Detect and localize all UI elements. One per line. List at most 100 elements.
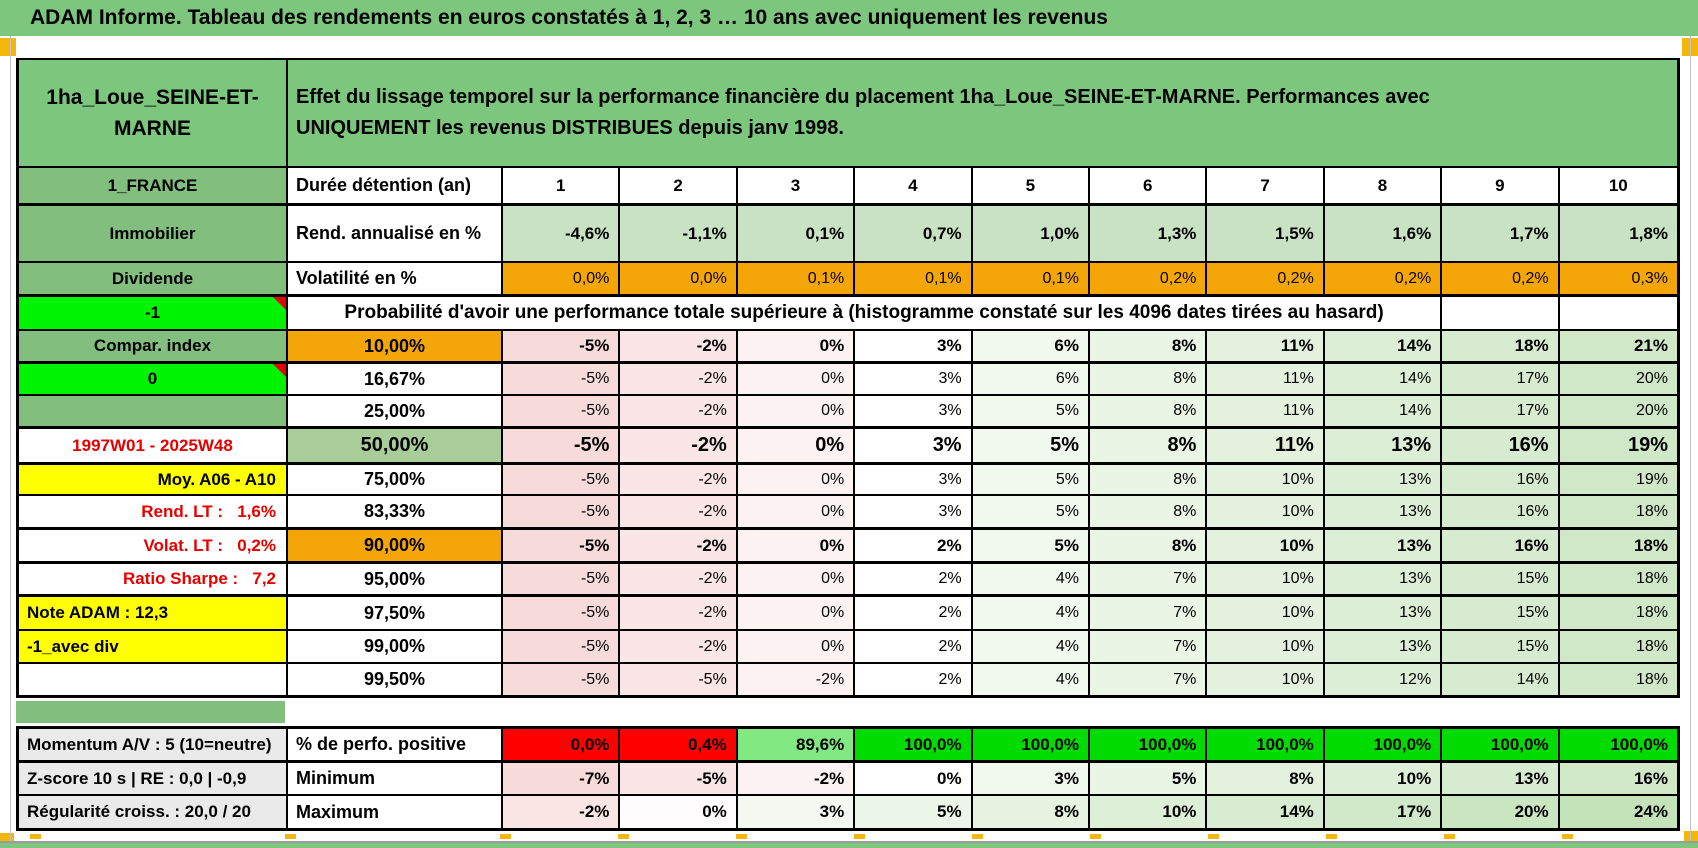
probability-banner[interactable]: Probabilité d'avoir une performance tota… [288,297,1443,329]
value-cell[interactable]: 8% [1090,530,1208,561]
value-cell[interactable]: 0% [737,496,856,527]
value-cell[interactable]: 16% [1559,763,1677,794]
value-cell[interactable]: 10% [1207,597,1325,629]
value-cell[interactable]: -2% [620,429,738,462]
value-cell[interactable]: 4% [972,664,1090,695]
row-header-cell[interactable]: Momentum A/V : 5 (10=neutre) [19,729,288,760]
value-cell[interactable]: 4% [972,631,1090,662]
value-cell[interactable]: -7% [503,763,621,794]
value-cell[interactable]: 9 [1442,168,1560,203]
value-cell[interactable]: 8% [1090,364,1208,394]
value-cell[interactable]: -5% [503,530,621,561]
value-cell[interactable]: 15% [1442,631,1560,662]
value-cell[interactable]: 18% [1559,664,1677,695]
value-cell[interactable]: 21% [1559,331,1677,361]
value-cell[interactable]: 0,2% [1207,263,1325,294]
value-cell[interactable]: 0,1% [737,263,856,294]
value-cell[interactable]: -5% [503,429,621,462]
value-cell[interactable]: 15% [1442,597,1560,629]
value-cell[interactable]: 8% [1207,763,1325,794]
value-cell[interactable]: 14% [1324,331,1443,361]
row-subheader-cell[interactable]: 83,33% [288,496,503,527]
value-cell[interactable]: 17% [1442,396,1560,426]
value-cell[interactable]: 14% [1207,796,1325,828]
value-cell[interactable]: 11% [1207,331,1325,361]
row-header-cell[interactable]: Z-score 10 s | RE : 0,0 | -0,9 [19,763,288,794]
value-cell[interactable]: 10% [1207,564,1325,594]
value-cell[interactable]: 7% [1090,631,1208,662]
value-cell[interactable]: 7% [1090,597,1208,629]
value-cell[interactable]: 100,0% [972,729,1090,760]
value-cell[interactable]: 0,4% [620,729,738,760]
value-cell[interactable]: 0% [855,763,973,794]
row-header-cell[interactable]: Rend. LT : 1,6% [19,496,288,527]
row-header-cell[interactable]: -1 [19,297,288,329]
value-cell[interactable]: 18% [1559,496,1677,527]
row-subheader-cell[interactable]: Volatilité en % [288,263,503,294]
value-cell[interactable]: 10% [1324,763,1443,794]
value-cell[interactable]: 16% [1442,429,1560,462]
value-cell[interactable]: 5% [972,429,1090,462]
value-cell[interactable]: 7% [1090,564,1208,594]
value-cell[interactable]: -2% [620,396,738,426]
value-cell[interactable]: 13% [1324,631,1443,662]
value-cell[interactable]: 1 [503,168,621,203]
value-cell[interactable]: -1,1% [620,206,738,261]
value-cell[interactable]: 0,1% [855,263,973,294]
value-cell[interactable]: 100,0% [1090,729,1208,760]
value-cell[interactable]: 100,0% [1559,729,1677,760]
value-cell[interactable]: 3% [855,364,973,394]
value-cell[interactable]: 20% [1442,796,1560,828]
value-cell[interactable]: 7 [1207,168,1325,203]
value-cell[interactable]: 2% [855,564,973,594]
value-cell[interactable]: 10% [1207,664,1325,695]
value-cell[interactable]: -2% [620,631,738,662]
row-header-cell[interactable]: 0 [19,364,288,394]
value-cell[interactable]: -2% [620,364,738,394]
value-cell[interactable]: 1,0% [972,206,1090,261]
value-cell[interactable]: 18% [1559,631,1677,662]
value-cell[interactable]: -2% [620,564,738,594]
row-header-cell[interactable]: Compar. index [19,331,288,361]
value-cell[interactable]: 18% [1442,331,1560,361]
value-cell[interactable]: 6 [1090,168,1208,203]
row-subheader-cell[interactable]: 10,00% [288,331,503,361]
row-subheader-cell[interactable]: Durée détention (an) [288,168,503,203]
value-cell[interactable]: 10% [1090,796,1208,828]
value-cell[interactable]: 14% [1324,364,1443,394]
value-cell[interactable]: 4% [972,597,1090,629]
value-cell[interactable]: 0,2% [1090,263,1208,294]
value-cell[interactable]: 3% [855,465,973,494]
value-cell[interactable]: 1,3% [1090,206,1208,261]
value-cell[interactable]: 5% [1090,763,1208,794]
value-cell[interactable]: 5% [972,530,1090,561]
row-header-cell[interactable]: Dividende [19,263,288,294]
value-cell[interactable]: 0,2% [1442,263,1560,294]
value-cell[interactable]: 13% [1324,530,1443,561]
value-cell[interactable]: -2% [737,763,856,794]
value-cell[interactable]: 3 [737,168,856,203]
row-subheader-cell[interactable]: 16,67% [288,364,503,394]
row-subheader-cell[interactable]: 75,00% [288,465,503,494]
value-cell[interactable]: 0% [737,631,856,662]
value-cell[interactable]: -5% [503,465,621,494]
value-cell[interactable]: 11% [1207,364,1325,394]
value-cell[interactable]: -5% [503,331,621,361]
value-cell[interactable]: 10 [1559,168,1677,203]
value-cell[interactable]: 8% [1090,465,1208,494]
value-cell[interactable]: 13% [1324,564,1443,594]
value-cell[interactable]: 3% [855,331,973,361]
row-header-cell[interactable] [19,396,288,426]
value-cell[interactable]: 0% [737,429,856,462]
row-header-cell[interactable]: Immobilier [19,206,288,261]
row-subheader-cell[interactable]: 50,00% [288,429,503,462]
value-cell[interactable]: 4 [855,168,973,203]
value-cell[interactable]: 0% [737,331,856,361]
value-cell[interactable]: 89,6% [737,729,856,760]
row-header-cell[interactable]: Volat. LT : 0,2% [19,530,288,561]
value-cell[interactable]: 1,7% [1442,206,1560,261]
value-cell[interactable]: 16% [1442,465,1560,494]
value-cell[interactable]: 1,8% [1559,206,1677,261]
value-cell[interactable]: 16% [1442,530,1560,561]
value-cell[interactable]: 10% [1207,530,1325,561]
